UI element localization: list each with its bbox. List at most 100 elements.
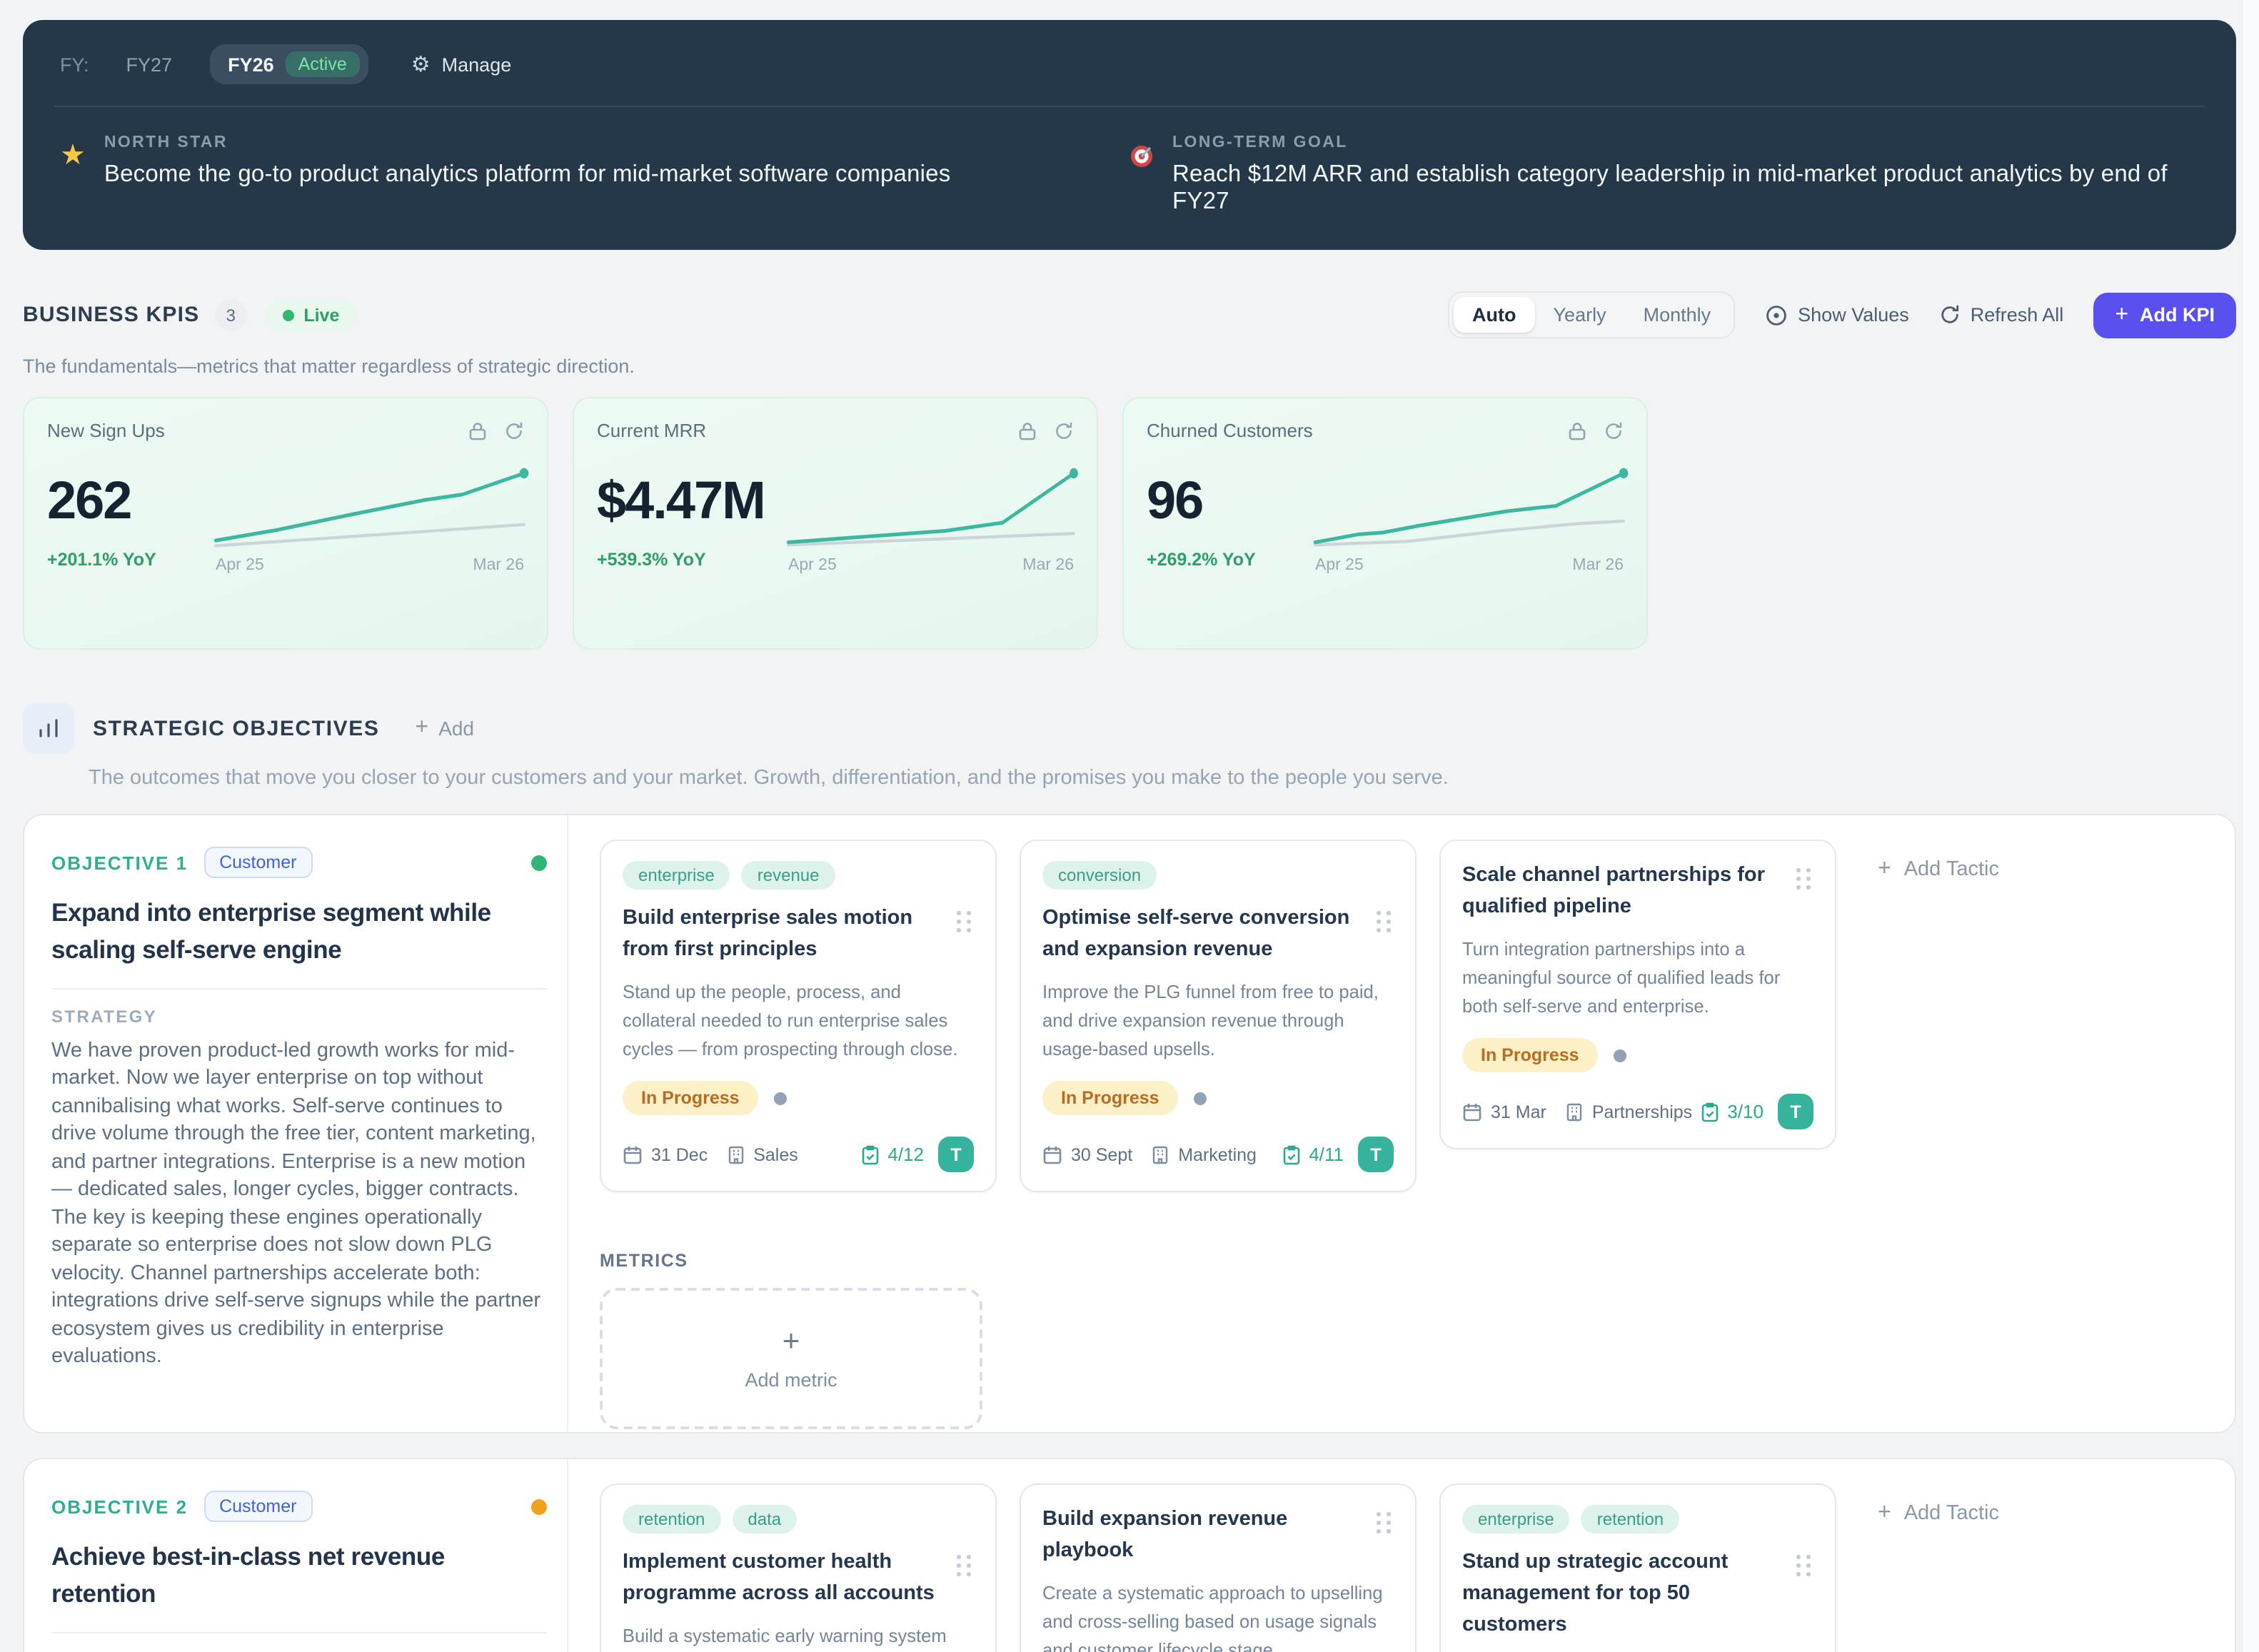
north-star-label: NORTH STAR [104,134,228,151]
plus-icon [416,717,429,740]
tactic-description: Build a systematic early warning system … [623,1624,947,1646]
drag-handle-icon[interactable] [957,911,971,915]
drag-handle-icon[interactable] [957,1555,971,1558]
show-values-button[interactable]: Show Values [1765,303,1909,326]
segment-yearly[interactable]: Yearly [1553,304,1606,326]
add-metric-label: Add metric [745,1369,837,1391]
add-kpi-button[interactable]: Add KPI [2093,292,2236,338]
tactic-card[interactable]: retention data Implement customer health… [600,1484,997,1652]
tag-pill[interactable]: retention [1581,1505,1680,1533]
refresh-all-button[interactable]: Refresh All [1939,304,2063,326]
live-status-badge: Live [265,299,357,331]
tag-pill[interactable]: revenue [741,861,835,890]
tag-pill[interactable]: enterprise [1462,1505,1570,1533]
drag-handle-icon[interactable] [1796,1555,1811,1558]
scrollbar-track[interactable] [2243,0,2259,1652]
fy26-active-pill[interactable]: FY26 Active [209,44,368,84]
strategy-text: We have proven product-led growth works … [51,1039,541,1368]
status-badge[interactable]: In Progress [623,1081,758,1116]
strategy-label: STRATEGY [51,1006,158,1026]
tag-pill[interactable]: conversion [1042,861,1157,890]
plus-icon [1878,1502,1891,1525]
kpi-card-title: New Sign Ups [47,420,165,441]
tactic-card[interactable]: conversion Optimise self-serve conversio… [1020,840,1417,1193]
tactic-description: Improve the PLG funnel from free to paid… [1042,980,1379,1059]
fiscal-year-header: FY: FY27 FY26 Active ⚙ Manage ★ NORTH ST… [23,20,2236,250]
x-axis-end-label: Mar 26 [1572,557,1624,574]
avatar[interactable]: T [1778,1094,1813,1130]
tactics-row: enterprise revenue Build enterprise sale… [600,840,2203,1193]
tactic-title: Stand up strategic account management fo… [1462,1551,1729,1636]
tactics-row: retention data Implement customer health… [600,1484,2203,1652]
kpi-card-new-sign-ups[interactable]: New Sign Ups 262 +201.1% YoY Apr 25 Mar … [23,397,548,650]
add-tactic-button[interactable]: Add Tactic [1878,858,1999,881]
team: Sales [726,1144,798,1164]
status-dot-icon [1193,1092,1207,1105]
kpi-value: 96 [1147,471,1204,530]
kpi-card-current-mrr[interactable]: Current MRR $4.47M +539.3% YoY Apr 25 Ma… [573,397,1098,650]
objective-kicker: OBJECTIVE 1 [51,852,188,873]
segment-monthly[interactable]: Monthly [1643,304,1711,326]
status-badge[interactable]: In Progress [1042,1081,1178,1116]
kpi-cards-row: New Sign Ups 262 +201.1% YoY Apr 25 Mar … [23,397,2236,650]
tactic-description: Create a systematic approach to upsellin… [1042,1581,1383,1652]
calendar-icon [623,1146,642,1164]
refresh-icon[interactable] [1054,420,1074,440]
refresh-icon[interactable] [504,420,524,440]
plus-icon [783,1326,800,1356]
bar-chart-icon [23,702,74,754]
drag-handle-icon[interactable] [1377,1512,1391,1516]
plus-icon [1878,858,1891,881]
show-values-label: Show Values [1798,304,1909,326]
tag-pill[interactable]: enterprise [623,861,730,890]
tag-pill[interactable]: retention [623,1505,721,1533]
strategic-objectives-subtitle: The outcomes that move you closer to you… [89,767,1449,790]
status-badge[interactable]: In Progress [1462,1038,1598,1073]
drag-handle-icon[interactable] [1796,868,1811,872]
add-tactic-button[interactable]: Add Tactic [1878,1502,1999,1525]
tactic-card[interactable]: Scale channel partnerships for qualified… [1439,840,1836,1150]
tactic-card[interactable]: enterprise revenue Build enterprise sale… [600,840,997,1193]
objective-status-dot [531,855,547,870]
status-dot-icon [1613,1049,1626,1062]
x-axis-start-label: Apr 25 [216,557,264,574]
kpi-sparkline: Apr 25 Mar 26 [213,460,529,574]
refresh-icon[interactable] [1604,420,1624,440]
drag-handle-icon[interactable] [1377,911,1391,915]
kpi-card-churned-customers[interactable]: Churned Customers 96 +269.2% YoY Apr 25 … [1122,397,1648,650]
avatar[interactable]: T [938,1137,974,1173]
objective-2-summary: OBJECTIVE 2 Customer Achieve best-in-cla… [24,1459,568,1652]
avatar[interactable]: T [1358,1137,1394,1173]
building-icon [1566,1103,1582,1121]
north-star-text: Become the go-to product analytics platf… [104,161,951,187]
category-badge[interactable]: Customer [203,1491,313,1522]
manage-button[interactable]: ⚙ Manage [411,54,512,75]
strategy-label: STRATEGY [51,1650,547,1652]
add-metric-button[interactable]: Add metric [600,1288,982,1430]
fy27-button[interactable]: FY27 [118,52,181,76]
kpi-sparkline: Apr 25 Mar 26 [786,460,1078,574]
add-tactic-label: Add Tactic [1903,858,1999,881]
tactic-title: Implement customer health programme acro… [623,1551,935,1605]
long-term-goal-label: LONG-TERM GOAL [1172,134,1348,151]
add-objective-button[interactable]: Add [416,717,474,740]
goals-row: ★ NORTH STAR Become the go-to product an… [60,134,2199,216]
active-badge: Active [285,51,360,77]
calendar-icon [1043,1146,1062,1164]
tactic-card[interactable]: Build expansion revenue playbook Create … [1020,1484,1417,1652]
x-axis-end-label: Mar 26 [473,557,524,574]
calendar-icon [1463,1103,1481,1121]
category-badge[interactable]: Customer [203,847,313,878]
show-values-icon [1766,305,1786,325]
due-date: 31 Mar [1462,1102,1546,1122]
tag-pill[interactable]: data [732,1505,798,1533]
north-star-block: ★ NORTH STAR Become the go-to product an… [60,134,1130,216]
long-term-goal-text: Reach $12M ARR and establish category le… [1172,161,2168,214]
segment-auto[interactable]: Auto [1454,297,1535,333]
objective-status-dot [531,1499,547,1514]
lock-icon [1569,422,1586,440]
fy-selector-row: FY: FY27 FY26 Active ⚙ Manage [60,44,2199,84]
tactic-card[interactable]: enterprise retention Stand up strategic … [1439,1484,1836,1652]
kpi-value: 262 [47,471,132,530]
